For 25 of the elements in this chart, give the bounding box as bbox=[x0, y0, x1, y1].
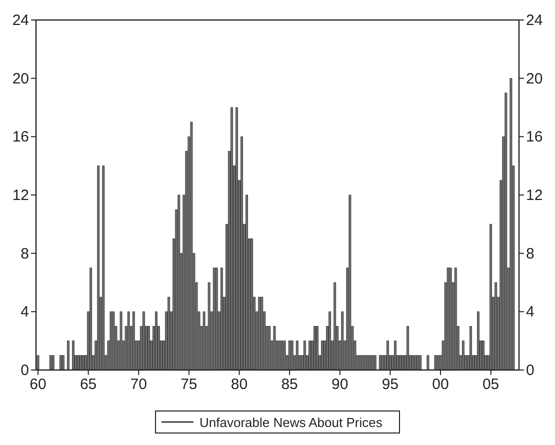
x-tick-label: 85 bbox=[281, 376, 298, 393]
x-tick-label: 75 bbox=[180, 376, 198, 393]
y-tick-label: 20 bbox=[12, 70, 29, 88]
x-tick-label: 90 bbox=[332, 376, 348, 393]
y-tick-label: 16 bbox=[12, 128, 29, 146]
x-tick-label: 65 bbox=[80, 376, 97, 393]
y2-tick-label: 0 bbox=[526, 362, 534, 379]
y-tick-label: 8 bbox=[20, 245, 29, 262]
x-tick-label: 60 bbox=[30, 376, 46, 393]
y2-tick-label: 16 bbox=[526, 128, 543, 146]
y-tick-label: 24 bbox=[12, 12, 29, 29]
y2-tick-label: 24 bbox=[526, 12, 543, 29]
legend-label: Unfavorable News About Prices bbox=[200, 415, 383, 430]
x-tick-label: 95 bbox=[382, 376, 399, 393]
x-tick-label: 70 bbox=[130, 376, 147, 393]
x-tick-label: 05 bbox=[482, 376, 500, 393]
y-tick-label: 0 bbox=[20, 362, 29, 379]
y-tick-label: 4 bbox=[20, 304, 29, 321]
y2-tick-label: 4 bbox=[526, 304, 534, 321]
y2-tick-label: 20 bbox=[526, 70, 543, 88]
x-tick-label: 80 bbox=[230, 376, 248, 393]
y2-tick-label: 12 bbox=[526, 187, 543, 204]
y-tick-label: 12 bbox=[12, 187, 29, 204]
x-tick-label: 00 bbox=[432, 376, 449, 393]
y2-tick-label: 8 bbox=[526, 245, 534, 262]
